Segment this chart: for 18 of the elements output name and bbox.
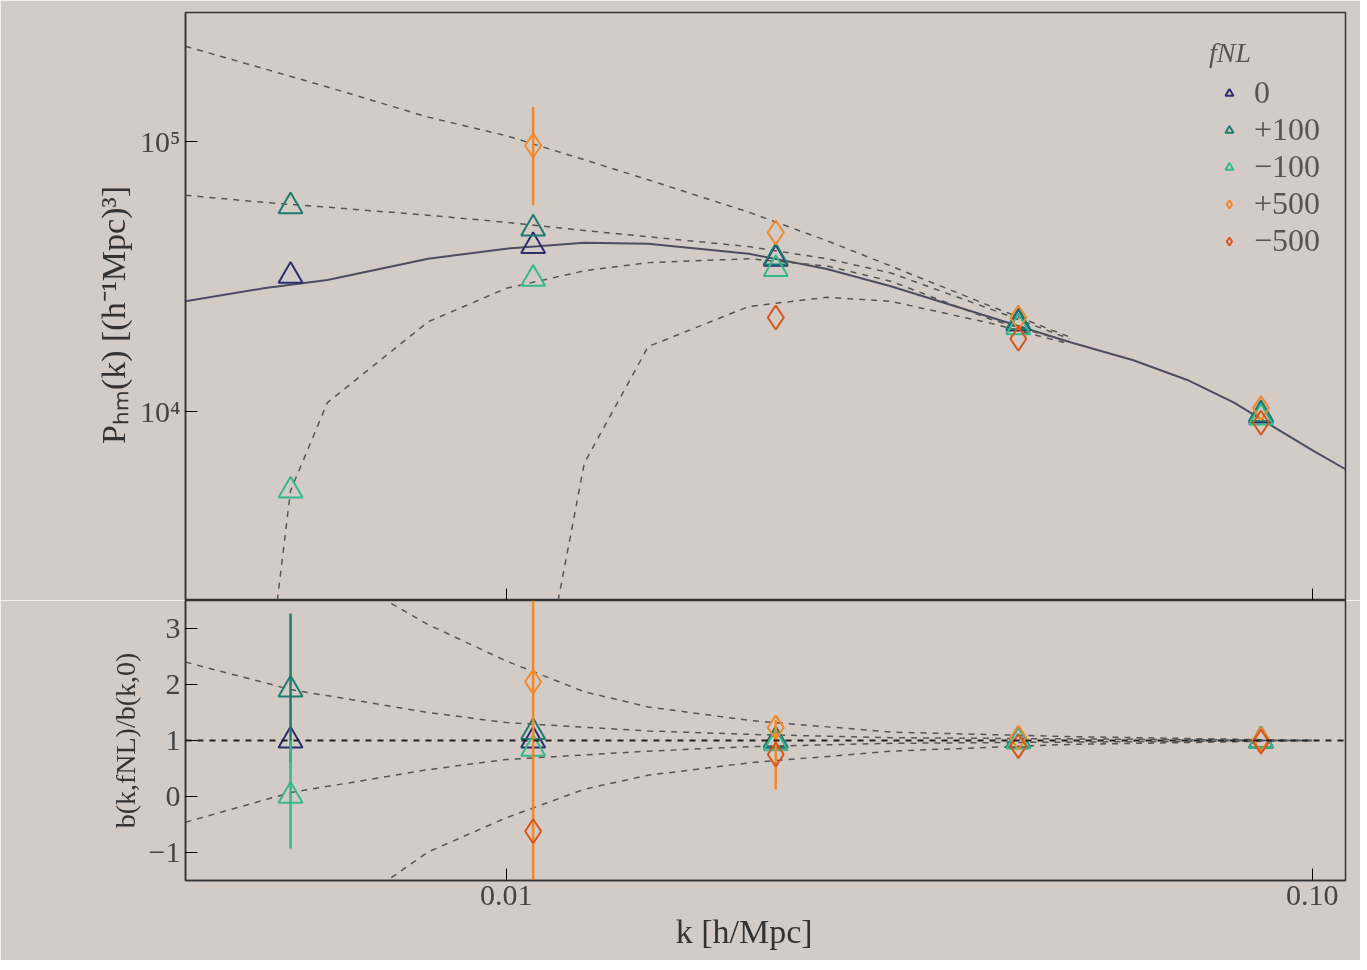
y-axis-title: b(k,fNL)/b(k,0): [109, 652, 141, 829]
y-tick-label: 10⁴: [140, 395, 181, 429]
y-tick-label: 10⁵: [140, 124, 181, 158]
legend-label: −500: [1253, 222, 1320, 259]
y-axis-title: Pₕₘ(k) [(h⁻¹Mpc)³]: [95, 185, 134, 445]
legend-label: −100: [1253, 148, 1320, 185]
y-tick-label: −1: [148, 835, 181, 868]
legend-label: +100: [1253, 111, 1320, 148]
legend-label: +500: [1253, 185, 1320, 222]
x-tick-label: 0.01: [479, 877, 533, 911]
y-tick-label: 1: [165, 723, 181, 756]
x-tick-label: 0.10: [1285, 877, 1339, 911]
legend-title: fNL: [1208, 37, 1252, 69]
y-tick-label: 2: [165, 667, 181, 700]
x-axis-title: k [h/Mpc]: [675, 912, 813, 950]
y-tick-label: 0: [165, 779, 181, 812]
legend-label: 0: [1253, 74, 1271, 111]
y-tick-label: 3: [165, 611, 181, 644]
